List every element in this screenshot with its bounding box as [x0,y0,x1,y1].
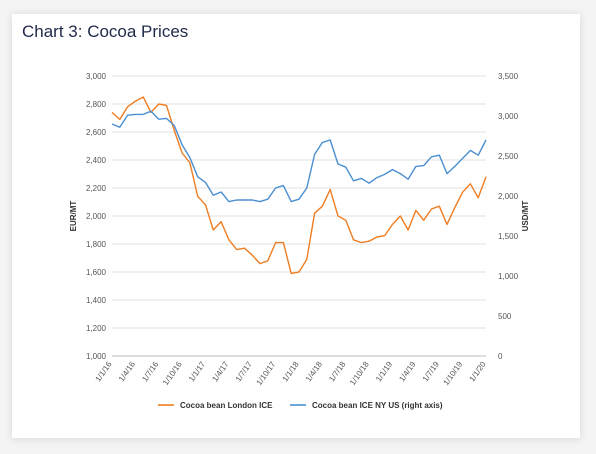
y-tick-label: 2,400 [86,156,107,165]
x-tick-label: 1/10/18 [348,360,371,387]
y2-tick-label: 1,000 [498,272,519,281]
y-tick-label: 2,000 [86,212,107,221]
x-tick-label: 1/10/19 [442,360,465,387]
x-tick-label: 1/1/20 [468,360,488,384]
series-line-london [111,96,487,275]
x-tick-label: 1/1/18 [281,360,301,384]
x-tick-label: 1/1/19 [374,360,394,384]
x-tick-label: 1/4/16 [117,360,137,384]
y2-tick-label: 1,500 [498,232,519,241]
y2-tick-label: 2,000 [498,192,519,201]
chart-title: Chart 3: Cocoa Prices [22,22,189,41]
y-tick-label: 1,000 [86,352,107,361]
x-tick-label: 1/4/17 [210,360,230,384]
y2-tick-label: 3,500 [498,72,519,81]
y-tick-label: 1,200 [86,324,107,333]
y-tick-label: 3,000 [86,72,107,81]
y-tick-label: 1,400 [86,296,107,305]
legend-label: Cocoa bean London ICE [180,401,273,410]
y-tick-label: 2,600 [86,128,107,137]
y2-tick-label: 0 [498,352,503,361]
x-tick-label: 1/7/16 [140,360,160,384]
x-tick-label: 1/4/19 [397,360,417,384]
y-tick-label: 2,200 [86,184,107,193]
x-tick-label: 1/10/17 [255,360,278,387]
y-tick-label: 1,800 [86,240,107,249]
legend-label: Cocoa bean ICE NY US (right axis) [312,401,443,410]
x-tick-label: 1/4/18 [304,360,324,384]
y2-tick-label: 3,000 [498,112,519,121]
y2-tick-label: 500 [498,312,512,321]
y2-tick-label: 2,500 [498,152,519,161]
x-tick-label: 1/7/17 [234,360,254,384]
x-tick-label: 1/10/16 [161,360,184,387]
series-line-ny [111,110,487,203]
y2-axis-label: USD/MT [521,201,530,232]
y-tick-label: 1,600 [86,268,107,277]
x-tick-label: 1/7/19 [421,360,441,384]
chart-card [12,14,580,438]
y-axis-label: EUR/MT [69,201,78,232]
y-tick-label: 2,800 [86,100,107,109]
x-tick-label: 1/1/16 [94,360,114,384]
x-tick-label: 1/1/17 [187,360,207,384]
x-tick-label: 1/7/18 [327,360,347,384]
